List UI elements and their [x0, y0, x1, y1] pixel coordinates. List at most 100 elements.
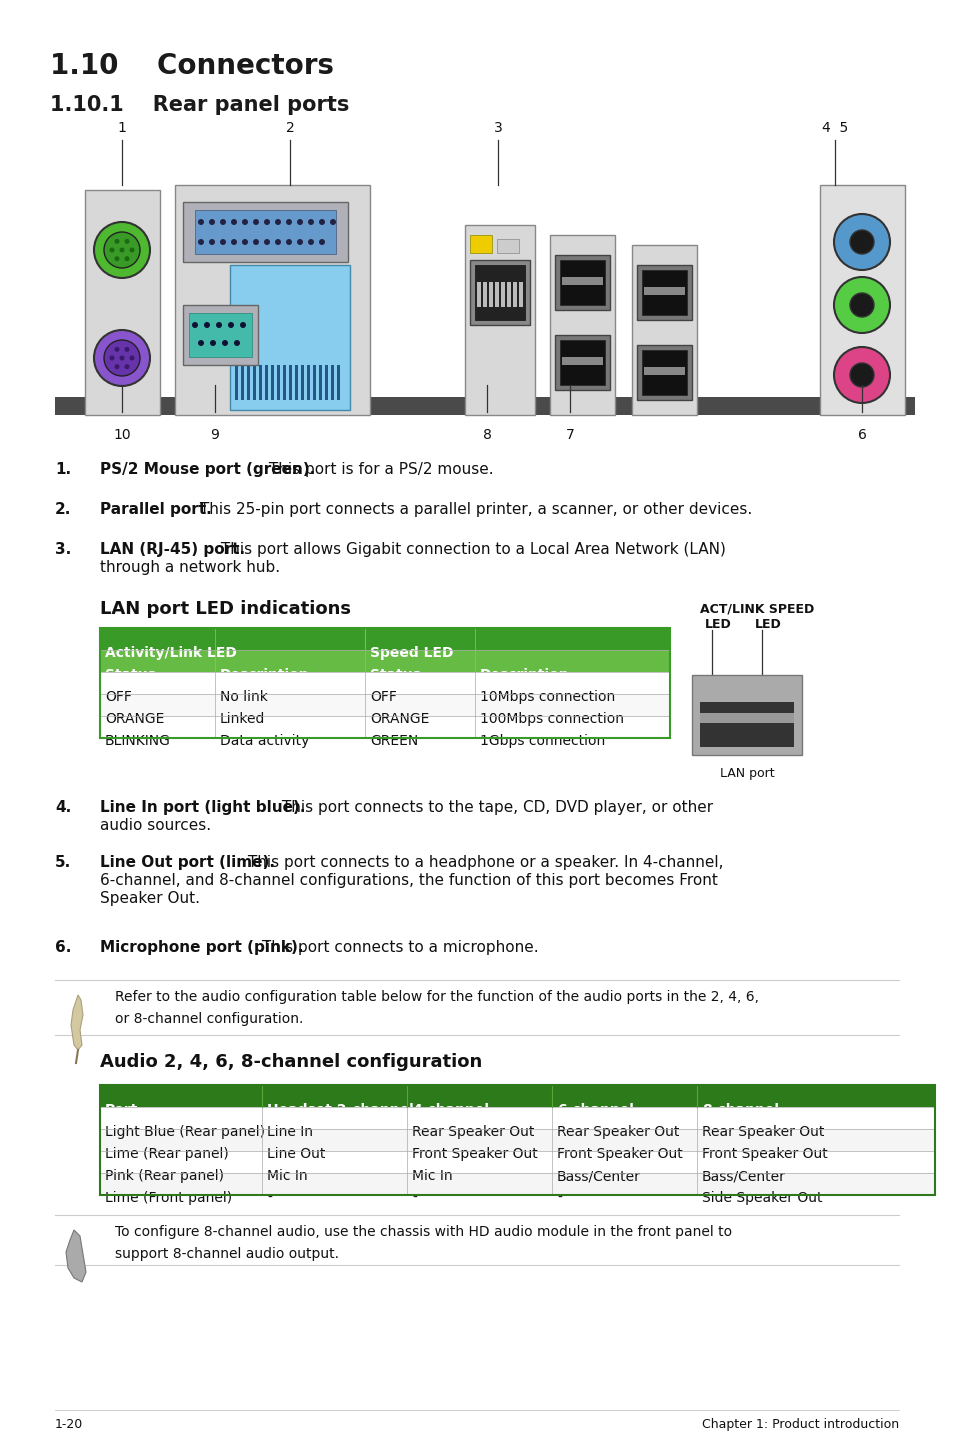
Circle shape — [198, 339, 204, 347]
Text: 9: 9 — [211, 428, 219, 442]
Bar — [336, 365, 339, 400]
Text: Light Blue (Rear panel): Light Blue (Rear panel) — [105, 1126, 265, 1138]
Bar — [247, 365, 250, 400]
Text: This port connects to a microphone.: This port connects to a microphone. — [256, 939, 537, 955]
Circle shape — [330, 219, 335, 225]
Text: ORANGE: ORANGE — [105, 712, 164, 726]
Bar — [189, 314, 252, 357]
Circle shape — [849, 294, 873, 316]
Text: Headset 2-channel: Headset 2-channel — [267, 1103, 414, 1117]
Text: 6-channel: 6-channel — [557, 1103, 633, 1117]
Bar — [497, 239, 518, 253]
Circle shape — [198, 219, 204, 225]
Text: 1.10.1    Rear panel ports: 1.10.1 Rear panel ports — [50, 95, 349, 115]
Text: LED: LED — [704, 619, 731, 632]
Bar — [55, 397, 914, 415]
Circle shape — [833, 213, 889, 271]
Bar — [631, 245, 697, 415]
Text: Parallel port.: Parallel port. — [100, 503, 212, 517]
Text: Rear Speaker Out: Rear Speaker Out — [557, 1126, 679, 1138]
Text: 2.: 2. — [55, 503, 71, 517]
Bar — [183, 305, 257, 365]
Bar — [641, 271, 686, 315]
Text: 2: 2 — [285, 120, 294, 135]
Polygon shape — [66, 1230, 86, 1282]
Circle shape — [204, 322, 210, 328]
Bar — [276, 365, 280, 400]
Bar — [100, 650, 669, 672]
Circle shape — [296, 219, 303, 225]
Circle shape — [130, 355, 134, 361]
Text: Front Speaker Out: Front Speaker Out — [557, 1147, 682, 1161]
Bar — [482, 282, 486, 306]
Bar — [331, 365, 334, 400]
Text: 3: 3 — [493, 120, 502, 135]
Text: Bass/Center: Bass/Center — [557, 1169, 640, 1183]
Bar — [100, 1107, 934, 1128]
Circle shape — [114, 364, 119, 369]
Text: Line In port (light blue).: Line In port (light blue). — [100, 800, 305, 815]
Circle shape — [308, 239, 314, 245]
Text: GREEN: GREEN — [370, 735, 417, 748]
Circle shape — [264, 219, 270, 225]
Text: 1-20: 1-20 — [55, 1418, 83, 1431]
Bar — [241, 365, 244, 400]
Circle shape — [833, 276, 889, 334]
Text: 1: 1 — [117, 120, 127, 135]
Text: 4  5: 4 5 — [821, 120, 847, 135]
Circle shape — [215, 322, 222, 328]
Bar — [271, 365, 274, 400]
Circle shape — [253, 239, 258, 245]
Text: Rear Speaker Out: Rear Speaker Out — [412, 1126, 534, 1138]
Bar — [495, 282, 498, 306]
Circle shape — [222, 339, 228, 347]
Circle shape — [94, 222, 150, 278]
Bar — [253, 365, 255, 400]
Text: Line Out: Line Out — [267, 1147, 325, 1161]
Text: Bass/Center: Bass/Center — [701, 1169, 785, 1183]
Bar — [265, 365, 268, 400]
Bar — [559, 339, 604, 385]
Bar — [555, 335, 609, 390]
Circle shape — [192, 322, 198, 328]
Circle shape — [264, 239, 270, 245]
Bar — [555, 255, 609, 309]
Bar — [700, 713, 793, 723]
Text: 1Gbps connection: 1Gbps connection — [479, 735, 604, 748]
Bar — [100, 716, 669, 737]
Circle shape — [209, 219, 214, 225]
Bar — [230, 265, 350, 410]
Text: 10: 10 — [113, 428, 131, 442]
Text: Line In: Line In — [267, 1126, 313, 1138]
Circle shape — [274, 239, 281, 245]
Text: This 25-pin port connects a parallel printer, a scanner, or other devices.: This 25-pin port connects a parallel pri… — [195, 503, 752, 517]
Bar — [561, 357, 602, 365]
Text: Side Speaker Out: Side Speaker Out — [701, 1191, 821, 1204]
Bar — [475, 265, 524, 319]
Circle shape — [119, 355, 125, 361]
Bar — [294, 365, 297, 400]
Bar — [513, 282, 517, 306]
Circle shape — [286, 219, 292, 225]
Text: OFF: OFF — [370, 690, 396, 705]
Bar — [500, 282, 504, 306]
Bar — [183, 202, 348, 262]
Text: Description: Description — [479, 667, 569, 682]
Circle shape — [114, 347, 119, 352]
Text: PS/2 Mouse port (green).: PS/2 Mouse port (green). — [100, 463, 315, 477]
Text: -: - — [267, 1191, 272, 1204]
Circle shape — [242, 219, 248, 225]
Circle shape — [125, 239, 130, 243]
Circle shape — [308, 219, 314, 225]
Bar — [637, 265, 691, 319]
Text: Status: Status — [105, 667, 155, 682]
Text: 6: 6 — [857, 428, 865, 442]
Circle shape — [104, 339, 140, 377]
Text: Status: Status — [370, 667, 420, 682]
Text: LAN (RJ-45) port.: LAN (RJ-45) port. — [100, 541, 245, 557]
Text: 6-channel, and 8-channel configurations, the function of this port becomes Front: 6-channel, and 8-channel configurations,… — [100, 874, 717, 888]
Text: To configure 8-channel audio, use the chassis with HD audio module in the front : To configure 8-channel audio, use the ch… — [115, 1224, 731, 1260]
Circle shape — [130, 248, 134, 252]
Text: Audio 2, 4, 6, 8-channel configuration: Audio 2, 4, 6, 8-channel configuration — [100, 1053, 482, 1071]
Bar — [100, 1128, 934, 1151]
